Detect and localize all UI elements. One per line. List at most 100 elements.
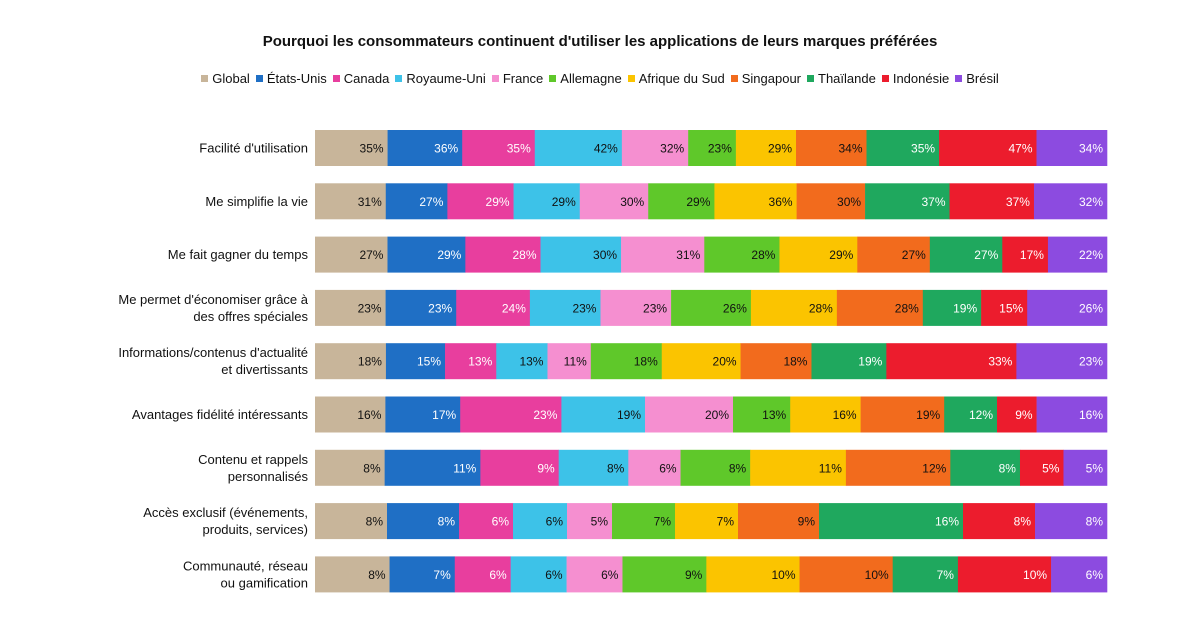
bar-segment-thailande [892, 556, 959, 593]
category-label: Me simplifie la vie [205, 194, 308, 209]
bar-segment-thailande [811, 343, 887, 380]
data-label: 37% [921, 195, 945, 209]
legend-label: Indonésie [892, 71, 950, 86]
category-label: Contenu et rappels personnalisés [198, 452, 308, 484]
data-label: 23% [708, 142, 732, 156]
data-label: 19% [858, 355, 882, 369]
bar-segment-indonesie [957, 556, 1052, 593]
bar-segment-royaume-uni [529, 289, 601, 326]
data-label: 32% [1079, 195, 1103, 209]
bar-segment-bresil [1063, 449, 1108, 486]
legend-swatch [807, 75, 815, 83]
bar-segment-royaume-uni [510, 556, 567, 593]
data-label: 9% [798, 515, 816, 529]
bar-segment-global [315, 236, 388, 273]
legend-label: Singapour [741, 71, 802, 86]
bar-segment-indonesie [1002, 236, 1049, 273]
bar-segment-allemagne [688, 130, 737, 166]
bar-segment-royaume-uni [534, 130, 623, 166]
data-label: 8% [607, 461, 625, 475]
data-label: 15% [417, 355, 441, 369]
data-label: 23% [533, 408, 557, 422]
bar-segment-indonesie [886, 343, 1017, 380]
data-label: 42% [594, 142, 618, 156]
data-label: 12% [922, 461, 946, 475]
bar-segment-bresil [1036, 130, 1108, 166]
bar-segment-global [315, 130, 388, 166]
data-label: 29% [768, 142, 792, 156]
bar-segment-indonesie [949, 183, 1035, 220]
legend-swatch [881, 75, 889, 83]
bar-segment-afrique-du-sud [714, 183, 797, 220]
bar-segment-france [600, 289, 672, 326]
data-label: 6% [489, 568, 507, 582]
bar-segment-royaume-uni [558, 449, 629, 486]
legend-item-thailande: Thaïlande [807, 71, 876, 86]
data-label: 19% [617, 408, 641, 422]
data-label: 6% [601, 568, 619, 582]
data-label: 31% [676, 248, 700, 262]
bar-segment-afrique-du-sud [706, 556, 800, 593]
data-label: 11% [453, 461, 476, 475]
bar-segment-singapour [738, 503, 820, 540]
data-label: 6% [1086, 568, 1104, 582]
bar-segment-bresil [1036, 396, 1108, 433]
bar-segment-allemagne [590, 343, 663, 380]
legend-item-france: France [491, 71, 543, 86]
category-label: Informations/contenus d'actualité et dive… [118, 345, 308, 377]
data-label: 10% [1023, 568, 1047, 582]
data-label: 29% [686, 195, 710, 209]
bar-segment-indonesie [997, 396, 1037, 433]
data-label: 28% [895, 301, 919, 315]
data-label: 7% [717, 515, 735, 529]
data-label: 34% [838, 142, 862, 156]
data-label: 24% [502, 301, 526, 315]
bar-segment-canada [465, 236, 541, 273]
data-label: 6% [546, 515, 564, 529]
bar-segment-france [621, 236, 705, 273]
data-label: 15% [999, 301, 1023, 315]
legend-label: Brésil [966, 71, 999, 86]
bar-segment-thailande [819, 503, 964, 540]
category-label: Me fait gagner du temps [168, 247, 309, 262]
bar-segment-global [315, 343, 387, 380]
data-label: 8% [438, 515, 456, 529]
data-label: 47% [1008, 142, 1032, 156]
data-label: 10% [771, 568, 795, 582]
data-label: 23% [428, 301, 452, 315]
bar-segment-france [628, 449, 681, 486]
legend-item-indonesie: Indonésie [881, 71, 950, 86]
bar-segment-etats-unis [385, 183, 448, 220]
data-label: 16% [357, 408, 381, 422]
legend-item-singapour: Singapour [730, 71, 802, 86]
bar-segment-singapour [845, 449, 951, 486]
data-label: 11% [564, 355, 587, 369]
legend-label: Global [212, 71, 250, 86]
data-label: 8% [368, 568, 386, 582]
legend-swatch [955, 75, 963, 83]
bar-segment-thailande [922, 289, 982, 326]
data-label: 16% [935, 515, 959, 529]
legend-swatch [627, 75, 635, 83]
bar-segment-royaume-uni [561, 396, 646, 433]
bar-segment-global [315, 503, 388, 540]
bar-segment-allemagne [648, 183, 715, 220]
bar-segment-canada [480, 449, 559, 486]
legend-swatch [549, 75, 557, 83]
bar-segment-canada [445, 343, 497, 380]
data-label: 6% [545, 568, 563, 582]
legend-label: Thaïlande [818, 71, 876, 86]
bar-segment-indonesie [981, 289, 1028, 326]
data-label: 8% [366, 515, 384, 529]
data-label: 37% [1006, 195, 1030, 209]
bar-segment-global [315, 396, 386, 433]
bar-segment-thailande [950, 449, 1021, 486]
bar-segment-thailande [866, 130, 940, 166]
data-label: 36% [434, 142, 458, 156]
data-label: 29% [829, 248, 853, 262]
bar-segment-canada [462, 130, 536, 166]
category-label: Communauté, réseau ou gamification [183, 558, 308, 590]
bar-segment-bresil [1016, 343, 1108, 380]
bar-segment-global [315, 289, 386, 326]
legend-label: Royaume-Uni [406, 71, 486, 86]
